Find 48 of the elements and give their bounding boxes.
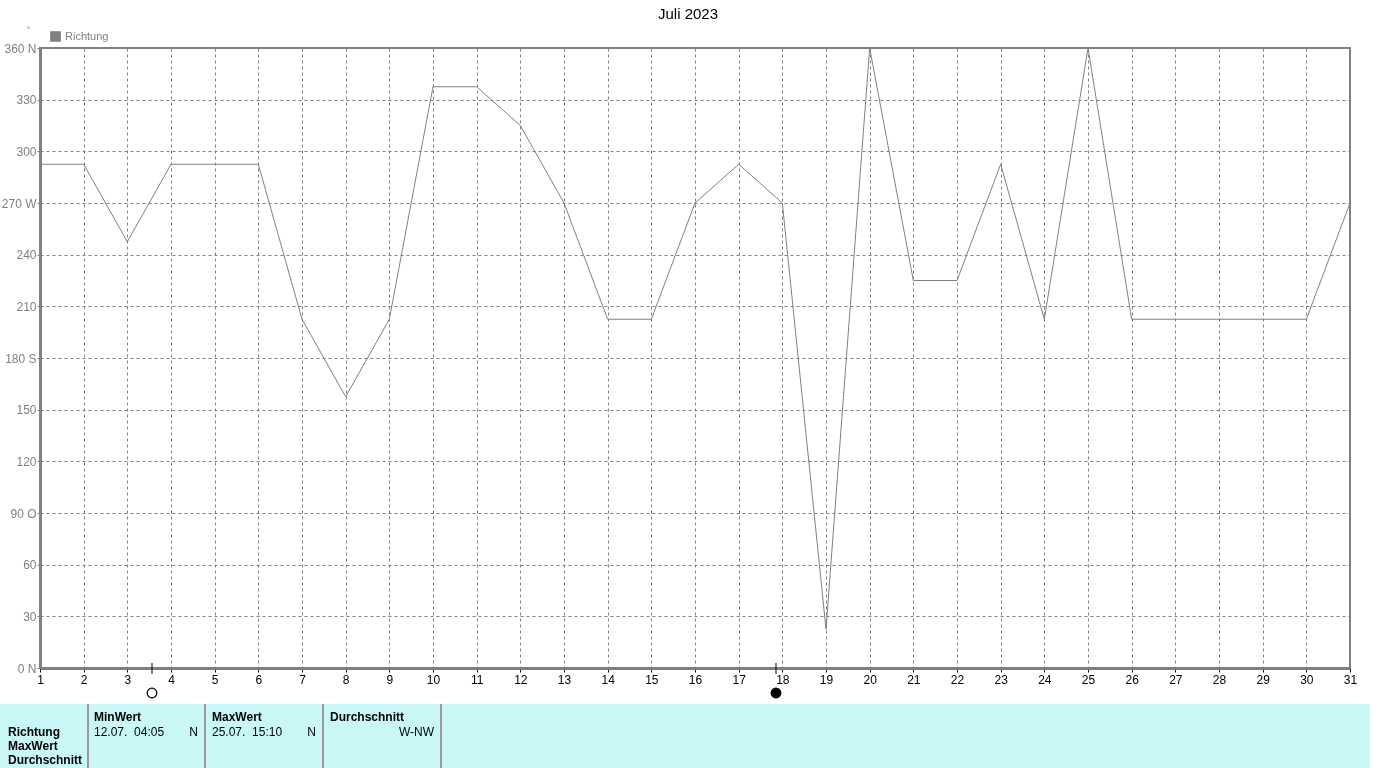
x-tick-label: 23 bbox=[994, 672, 1009, 687]
x-tick-label: 3 bbox=[124, 672, 132, 687]
x-tick-label: 4 bbox=[168, 672, 176, 687]
x-tick-label: 15 bbox=[645, 672, 659, 687]
x-tick-label: 30 bbox=[1300, 672, 1314, 687]
x-tick-label: 12 bbox=[514, 672, 528, 687]
x-tick-label: 18 bbox=[776, 672, 790, 687]
x-tick-label: 8 bbox=[342, 672, 350, 687]
y-tick-label: 330 bbox=[16, 93, 37, 108]
y-tick-label: 240 bbox=[16, 248, 37, 263]
x-tick-label: 29 bbox=[1256, 672, 1271, 687]
x-tick-label: 22 bbox=[950, 672, 965, 687]
y-tick-label: 360 N bbox=[4, 41, 37, 56]
chart-title: Juli 2023 bbox=[657, 5, 719, 22]
y-tick-label: 60 bbox=[23, 558, 37, 573]
y-tick-label: 150 bbox=[16, 403, 37, 418]
x-tick-label: 11 bbox=[470, 672, 484, 687]
y-tick-label: 30 bbox=[23, 609, 37, 624]
y-tick-label: 90 O bbox=[10, 506, 37, 521]
x-tick-label: 7 bbox=[299, 672, 307, 687]
x-tick-label: 10 bbox=[426, 672, 441, 687]
x-tick-label: 27 bbox=[1169, 672, 1183, 687]
x-tick-label: 24 bbox=[1038, 672, 1052, 687]
y-tick-label: 270 W bbox=[1, 196, 38, 211]
x-tick-label: 14 bbox=[601, 672, 616, 687]
x-tick-label: 21 bbox=[907, 672, 921, 687]
y-tick-label: 210 bbox=[16, 299, 37, 314]
x-tick-label: 6 bbox=[255, 672, 263, 687]
x-tick-label: 5 bbox=[211, 672, 219, 687]
y-tick-label: 300 bbox=[16, 144, 37, 159]
x-tick-label: 31 bbox=[1343, 672, 1358, 687]
x-tick-label: 16 bbox=[688, 672, 703, 687]
y-tick-label: 120 bbox=[16, 454, 37, 469]
x-tick-label: 20 bbox=[863, 672, 878, 687]
stats-panel: Richtung MaxWert Durchschnitt MinWert 12.07. 04:05 N MaxWert 25.07. 15:10 N Durchschnitt W-NW bbox=[0, 704, 1370, 768]
x-tick-label: 19 bbox=[819, 672, 834, 687]
legend-label: Richtung bbox=[65, 29, 109, 42]
x-tick-label: 26 bbox=[1125, 672, 1140, 687]
y-tick-label: 0 N bbox=[17, 661, 37, 676]
y-tick-label: 180 S bbox=[5, 351, 37, 366]
x-tick-label: 13 bbox=[557, 672, 572, 687]
y-axis-title: ° bbox=[26, 24, 31, 35]
x-tick-label: 1 bbox=[37, 672, 45, 687]
x-tick-label: 25 bbox=[1081, 672, 1096, 687]
x-tick-label: 9 bbox=[386, 672, 394, 687]
x-tick-label: 28 bbox=[1212, 672, 1227, 687]
x-tick-label: 17 bbox=[732, 672, 747, 687]
x-tick-label: 2 bbox=[80, 672, 88, 687]
